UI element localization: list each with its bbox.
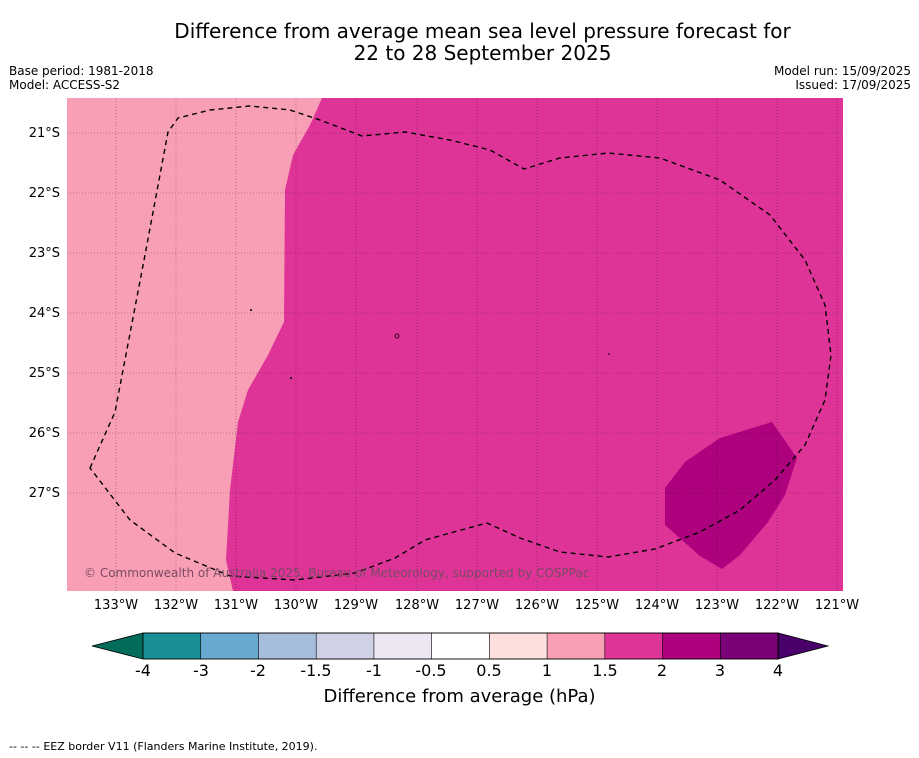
lon-label: 129°W <box>333 598 379 613</box>
colorbar-tick: -0.5 <box>415 661 447 680</box>
colorbar-tick: -1 <box>366 661 382 680</box>
lon-label: 126°W <box>514 598 560 613</box>
title-line-1: Difference from average mean sea level p… <box>174 19 791 43</box>
model-name: Model: ACCESS-S2 <box>9 78 121 92</box>
colorbar-tick: -1.5 <box>300 661 332 680</box>
lat-label: 23°S <box>28 246 60 261</box>
lon-label: 128°W <box>394 598 440 613</box>
legend-text: EEZ border V11 (Flanders Marine Institut… <box>43 740 318 753</box>
lat-label: 24°S <box>28 306 60 321</box>
colorbar-bin <box>315 632 375 660</box>
colorbar-tick: -4 <box>135 661 151 680</box>
colorbar-bin <box>431 632 491 660</box>
colorbar-bin <box>604 632 664 660</box>
model-run: Model run: 15/09/2025 <box>773 64 911 78</box>
colorbar-bin <box>142 632 202 660</box>
lon-label: 124°W <box>634 598 680 613</box>
region-2-to-3 <box>665 422 797 569</box>
island-marker <box>394 333 400 339</box>
title-line-2: 22 to 28 September 2025 <box>353 41 612 65</box>
copyright-notice: © Commonwealth of Australia 2025, Bureau… <box>84 566 590 580</box>
lon-label: 123°W <box>694 598 740 613</box>
lon-label: 133°W <box>93 598 139 613</box>
colorbar <box>91 632 830 660</box>
lon-label: 130°W <box>273 598 319 613</box>
colorbar-bin <box>258 632 317 660</box>
colorbar-tick: 1.5 <box>592 661 618 680</box>
colorbar-bin <box>662 632 722 660</box>
issued-date: Issued: 17/09/2025 <box>795 78 911 92</box>
colorbar-over-arrow <box>777 632 830 660</box>
colorbar-tick: 1 <box>541 661 553 680</box>
colorbar-bin <box>489 632 548 660</box>
lat-label: 27°S <box>28 486 60 501</box>
colorbar-bin <box>200 632 260 660</box>
lon-label: 121°W <box>814 598 860 613</box>
lat-label: 22°S <box>28 186 60 201</box>
colorbar-tick: -2 <box>250 661 266 680</box>
colorbar-tick: 4 <box>772 661 784 680</box>
lat-label: 26°S <box>28 426 60 441</box>
gridlines <box>67 98 843 591</box>
colorbar-tick: 3 <box>714 661 726 680</box>
legend-footer: -- -- -- EEZ border V11 (Flanders Marine… <box>9 740 317 753</box>
lon-label: 131°W <box>213 598 259 613</box>
colorbar-label: Difference from average (hPa) <box>323 686 596 707</box>
colorbar-tick: 0.5 <box>476 661 502 680</box>
island-marker <box>290 377 292 379</box>
map-panel <box>67 98 843 591</box>
island-marker <box>250 309 252 311</box>
lon-label: 122°W <box>754 598 800 613</box>
legend-dash-symbol: -- -- -- <box>9 740 40 753</box>
eez-border <box>89 105 832 581</box>
lon-label: 132°W <box>153 598 199 613</box>
colorbar-bin <box>373 632 433 660</box>
lat-label: 21°S <box>28 126 60 141</box>
colorbar-frame <box>142 632 779 660</box>
colorbar-tick: -3 <box>193 661 209 680</box>
lon-label: 127°W <box>454 598 500 613</box>
base-period: Base period: 1981-2018 <box>9 64 154 78</box>
colorbar-bin <box>546 632 606 660</box>
colorbar-under-arrow <box>91 632 144 660</box>
colorbar-tick: 2 <box>656 661 668 680</box>
lon-label: 125°W <box>574 598 620 613</box>
island-marker <box>608 353 610 355</box>
lat-label: 25°S <box>28 366 60 381</box>
colorbar-bin <box>719 632 779 660</box>
